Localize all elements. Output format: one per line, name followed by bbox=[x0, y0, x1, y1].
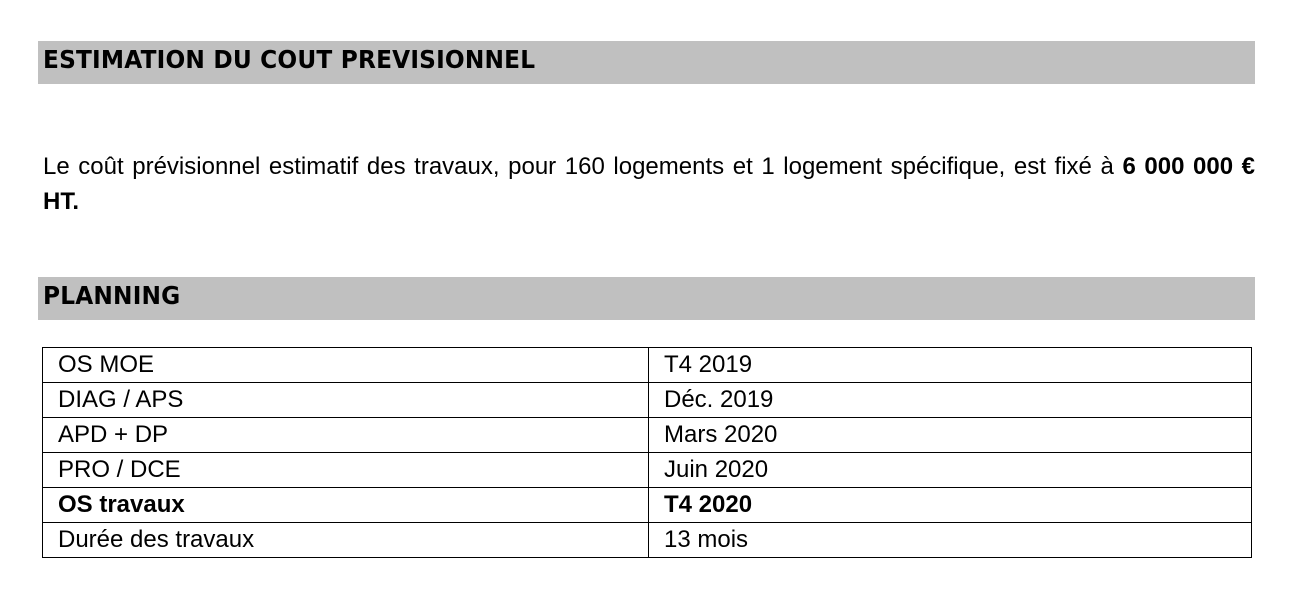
planning-section-title: PLANNING bbox=[43, 281, 181, 310]
phase-cell: OS MOE bbox=[42, 347, 649, 383]
table-row: DIAG / APS Déc. 2019 bbox=[42, 382, 1252, 418]
table-row: OS MOE T4 2019 bbox=[42, 347, 1252, 383]
table-row: PRO / DCE Juin 2020 bbox=[42, 452, 1252, 488]
phase-cell: DIAG / APS bbox=[42, 382, 649, 418]
table-row: OS travaux T4 2020 bbox=[42, 487, 1252, 523]
table-row: Durée des travaux 13 mois bbox=[42, 522, 1252, 558]
cost-amount: 6 000 000 € HT. bbox=[43, 153, 1256, 215]
phase-cell: Durée des travaux bbox=[42, 522, 649, 558]
date-cell: T4 2019 bbox=[648, 347, 1252, 383]
date-cell: Juin 2020 bbox=[648, 452, 1252, 488]
cost-text: Le coût prévisionnel estimatif des trava… bbox=[43, 153, 1123, 180]
cost-section-header: ESTIMATION DU COUT PREVISIONNEL bbox=[38, 41, 1255, 84]
phase-cell: PRO / DCE bbox=[42, 452, 649, 488]
date-cell: Déc. 2019 bbox=[648, 382, 1252, 418]
cost-paragraph: Le coût prévisionnel estimatif des trava… bbox=[43, 149, 1255, 219]
planning-section-header: PLANNING bbox=[38, 277, 1255, 320]
cost-section-title: ESTIMATION DU COUT PREVISIONNEL bbox=[43, 45, 536, 74]
table-row: APD + DP Mars 2020 bbox=[42, 417, 1252, 453]
date-cell: T4 2020 bbox=[648, 487, 1252, 523]
planning-table: OS MOE T4 2019 DIAG / APS Déc. 2019 APD + DP… bbox=[42, 347, 1252, 558]
phase-cell: OS travaux bbox=[42, 487, 649, 523]
date-cell: 13 mois bbox=[648, 522, 1252, 558]
date-cell: Mars 2020 bbox=[648, 417, 1252, 453]
phase-cell: APD + DP bbox=[42, 417, 649, 453]
